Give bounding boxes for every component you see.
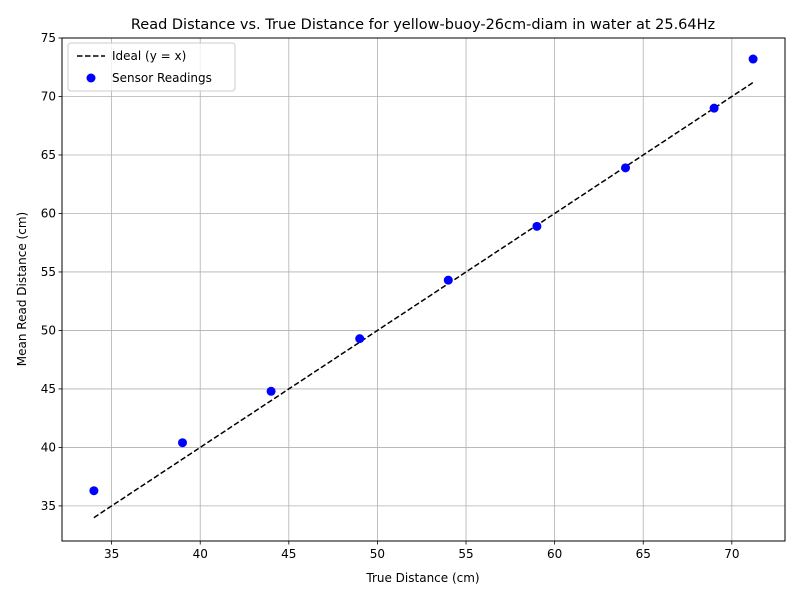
x-tick-label: 65 [636,547,651,561]
y-tick-label: 65 [41,148,56,162]
y-tick-label: 40 [41,440,56,454]
sensor-point [355,334,365,344]
legend: Ideal (y = x) Sensor Readings [67,42,236,92]
y-axis-label: Mean Read Distance (cm) [15,212,29,366]
x-tick-label: 40 [193,547,208,561]
legend-sensor-marker [86,73,96,83]
x-tick-label: 45 [281,547,296,561]
x-tick-label: 35 [104,547,119,561]
x-tick-label: 55 [458,547,473,561]
sensor-point [178,438,187,448]
y-tick-label: 75 [41,31,56,45]
sensor-point [532,221,542,231]
y-tick-label: 50 [41,323,56,337]
y-tick-label: 55 [41,265,56,279]
legend-sensor-label: Sensor Readings [112,71,212,85]
axis-ticks: 35 40 45 50 55 60 65 70 35 40 45 50 55 60 65 70 75 [41,31,740,561]
sensor-point [443,275,453,285]
sensor-point [709,103,719,113]
x-tick-label: 60 [547,547,562,561]
sensor-point [621,163,631,173]
x-tick-label: 50 [370,547,385,561]
x-axis-label: True Distance (cm) [365,571,479,585]
legend-ideal-label: Ideal (y = x) [112,49,186,63]
y-tick-label: 45 [41,382,56,396]
y-tick-label: 35 [41,499,56,513]
plot-series [89,54,758,519]
plot-frame [61,37,786,542]
y-tick-label: 70 [41,89,56,103]
grid [62,37,785,541]
sensor-point [748,54,758,64]
y-tick-label: 60 [41,206,56,220]
ideal-line [93,81,754,519]
sensor-point [89,486,99,496]
chart-title: Read Distance vs. True Distance for yell… [131,17,715,33]
legend-box [67,42,236,92]
sensor-point [266,386,276,396]
x-tick-label: 70 [724,547,739,561]
